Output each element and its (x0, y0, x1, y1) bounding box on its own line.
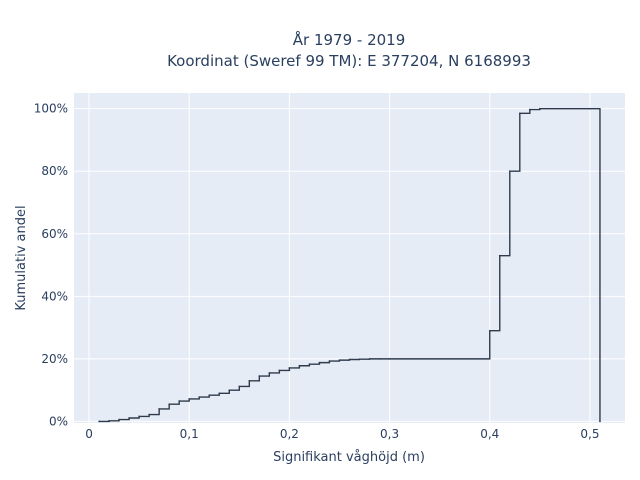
cdf-data-point (128, 417, 130, 419)
grid-layer (74, 93, 625, 423)
cdf-data-point (308, 363, 311, 365)
cdf-data-point (238, 385, 241, 388)
cdf-data-point (228, 389, 231, 391)
x-tick-label: 0,4 (480, 427, 499, 441)
cdf-data-point (98, 420, 100, 423)
cdf-data-point (498, 254, 501, 257)
cdf-data-point (328, 360, 331, 362)
y-tick-label: 60% (41, 227, 68, 241)
cdf-data-point (278, 369, 281, 372)
cdf-data-point (118, 418, 120, 421)
cdf-data-point (258, 375, 261, 377)
cdf-data-point (248, 379, 251, 382)
cdf-data-point (148, 413, 150, 416)
cdf-data-point (288, 367, 291, 369)
y-tick-label: 100% (34, 102, 68, 116)
y-tick-label: 20% (41, 352, 68, 366)
cdf-data-point (488, 329, 491, 332)
cdf-data-point (338, 359, 341, 361)
cdf-data-point (348, 358, 351, 361)
cdf-data-point (539, 107, 541, 110)
cdf-data-point (519, 112, 521, 115)
cdf-data-point (158, 408, 160, 410)
cdf-data-point (218, 392, 221, 395)
cdf-data-point (268, 372, 271, 374)
y-tick-label: 0% (49, 414, 68, 428)
cdf-data-point (358, 358, 361, 360)
cdf-data-point (138, 415, 140, 418)
x-tick-label: 0 (85, 427, 93, 441)
cdf-data-point (208, 394, 211, 396)
y-tick-label: 80% (41, 164, 68, 178)
cdf-data-point (318, 361, 321, 364)
cdf-step-line (99, 107, 601, 423)
cdf-data-point (298, 364, 301, 367)
plot-area (74, 93, 625, 423)
cdf-data-point (508, 170, 511, 172)
cdf-data-point (378, 358, 381, 360)
x-tick-label: 0,2 (280, 427, 299, 441)
tick-labels: 0 0,1 0,2 0,3 0,4 0,5 0% 20% 40% 60% 80% 100% (34, 102, 600, 441)
cdf-data-point (178, 400, 180, 402)
x-tick-label: 0,1 (180, 427, 199, 441)
cdf-data-point (589, 107, 591, 110)
cdf-data-point (388, 358, 391, 360)
cdf-data-point (108, 420, 110, 422)
cdf-data-point (599, 420, 601, 423)
x-tick-label: 0,5 (580, 427, 599, 441)
cdf-data-point (188, 398, 191, 400)
cdf-data-point (529, 108, 531, 111)
y-axis-title: Kumulativ andel (14, 205, 29, 310)
x-tick-label: 0,3 (380, 427, 399, 441)
y-tick-label: 40% (41, 289, 68, 303)
data-layer (98, 107, 601, 423)
cdf-data-point (198, 396, 201, 398)
cdf-data-point (368, 358, 371, 360)
chart-title-line-2: Koordinat (Sweref 99 TM): E 377204, N 61… (167, 52, 531, 70)
cdf-data-point (168, 403, 170, 406)
x-axis-title: Signifikant våghöjd (m) (273, 450, 425, 465)
chart-title-line-1: År 1979 - 2019 (293, 30, 406, 49)
